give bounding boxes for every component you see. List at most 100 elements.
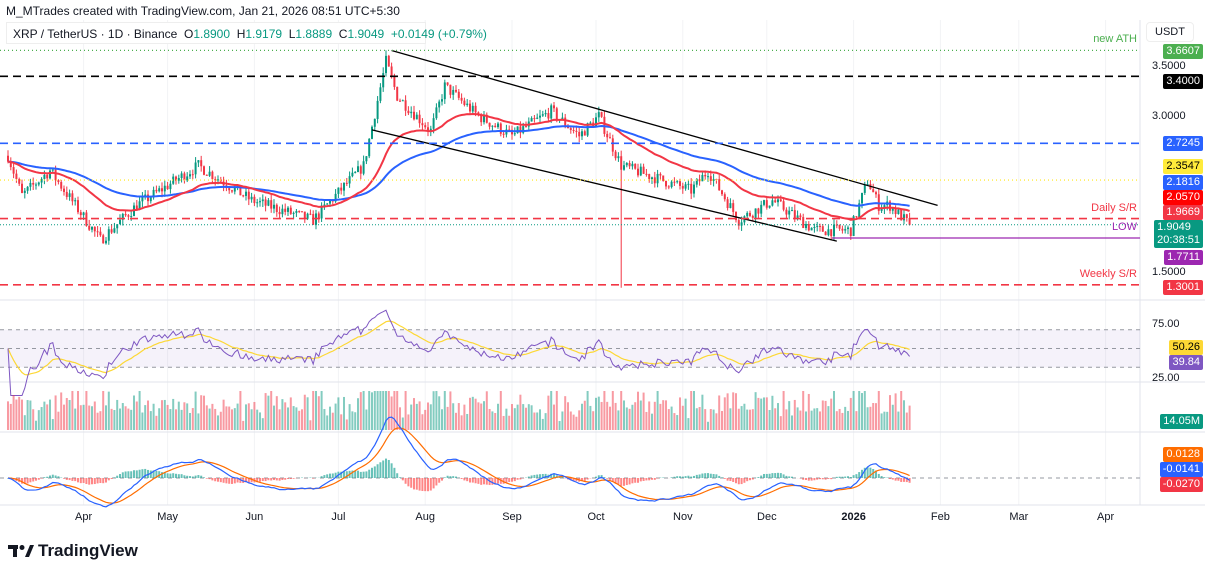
macd-histogram-bar	[373, 466, 376, 478]
time-tick: Mar	[1009, 511, 1029, 523]
volume-bar	[704, 409, 707, 430]
candle-body	[642, 166, 645, 174]
macd-histogram-bar	[572, 478, 575, 481]
macd-histogram-bar	[205, 478, 208, 479]
candle-body	[536, 117, 539, 119]
candle-body	[393, 76, 396, 87]
volume-bar	[334, 403, 337, 430]
volume-bar	[760, 398, 763, 430]
volume-bar	[222, 399, 225, 430]
candle-body	[810, 227, 813, 231]
volume-bar	[85, 391, 88, 430]
rsi-tick: 25.00	[1152, 372, 1180, 384]
candle-body	[247, 191, 250, 200]
macd-histogram-bar	[208, 478, 211, 480]
macd-histogram-bar	[441, 478, 443, 481]
candle-body	[177, 178, 180, 181]
volume-bar	[561, 411, 564, 430]
volume-bar	[592, 411, 595, 430]
volume-bar	[662, 400, 665, 430]
candle-body	[189, 174, 191, 177]
currency-button[interactable]: USDT	[1146, 22, 1194, 42]
macd-histogram-bar	[715, 474, 718, 478]
candle-body	[175, 176, 177, 181]
volume-bar	[63, 404, 65, 430]
volume-bar	[217, 415, 219, 430]
macd-histogram-bar	[732, 478, 735, 482]
candle-body	[21, 183, 23, 193]
volume-bar	[732, 392, 735, 430]
candle-body	[121, 213, 124, 220]
macd-histogram-bar	[603, 477, 606, 478]
candle-body	[586, 123, 589, 136]
volume-bar	[264, 393, 267, 430]
time-tick: Apr	[75, 511, 93, 523]
volume-bar	[270, 391, 273, 430]
macd-histogram-bar	[415, 478, 418, 490]
volume-bar	[891, 404, 894, 430]
volume-bar	[597, 396, 600, 430]
level-price-label: 2.7245	[1163, 136, 1203, 151]
candle-body	[323, 204, 326, 206]
candle-body	[539, 115, 541, 118]
macd-histogram-bar	[194, 475, 197, 478]
candle-body	[595, 117, 597, 126]
volume-bar	[774, 408, 777, 430]
candle-body	[533, 118, 536, 120]
candle-body	[295, 211, 298, 213]
volume-bar	[550, 391, 553, 430]
volume-bar	[281, 399, 284, 430]
macd-histogram-bar	[340, 471, 343, 478]
volume-bar	[315, 391, 317, 430]
volume-bar	[57, 411, 60, 430]
candle-body	[785, 209, 788, 215]
macd-histogram-bar	[77, 478, 79, 483]
volume-bar	[844, 406, 847, 430]
volume-bar	[368, 391, 371, 430]
volume-bar	[71, 391, 74, 430]
volume-bar	[200, 395, 203, 430]
macd-histogram-bar	[396, 473, 399, 478]
candle-body	[68, 193, 71, 197]
volume-bar	[158, 408, 161, 430]
candle-body	[606, 133, 609, 138]
price-tick: 3.5000	[1152, 60, 1186, 72]
candle-body	[116, 224, 119, 229]
volume-bar	[606, 401, 609, 430]
volume-bar	[715, 413, 718, 430]
candle-body	[446, 82, 449, 85]
volume-bar	[357, 398, 359, 430]
volume-bar	[449, 391, 452, 430]
change-value: +0.0149 (+0.79%)	[390, 27, 487, 41]
volume-bar	[91, 406, 93, 430]
candle-body	[788, 210, 791, 215]
macd-histogram-bar	[177, 474, 180, 478]
candle-body	[96, 231, 99, 233]
macd-histogram-bar	[203, 477, 205, 478]
candle-body	[541, 114, 544, 116]
candle-body	[197, 160, 200, 163]
macd-histogram-bar	[200, 475, 203, 478]
candle-body	[390, 66, 393, 77]
level-price-label: 1.3001	[1163, 280, 1203, 295]
volume-bar	[726, 393, 729, 430]
macd-histogram-bar	[631, 478, 634, 484]
macd-histogram-bar	[449, 476, 452, 478]
macd-histogram-bar	[497, 478, 499, 484]
volume-bar	[527, 404, 530, 430]
macd-histogram-bar	[883, 477, 886, 478]
volume-bar	[301, 409, 303, 430]
macd-histogram-bar	[40, 478, 43, 479]
volume-bar	[65, 397, 68, 430]
volume-bar	[191, 408, 194, 430]
symbol-legend[interactable]: XRP / TetherUS · 1D · Binance O1.8900 H1…	[6, 22, 487, 44]
volume-bar	[833, 391, 835, 430]
volume-bar	[880, 413, 883, 430]
macd-histogram-bar	[634, 478, 637, 483]
volume-bar	[93, 401, 96, 430]
macd-histogram-bar	[390, 463, 393, 478]
volume-bar	[497, 403, 499, 430]
volume-bar	[763, 397, 765, 430]
macd-histogram-bar	[180, 474, 183, 478]
